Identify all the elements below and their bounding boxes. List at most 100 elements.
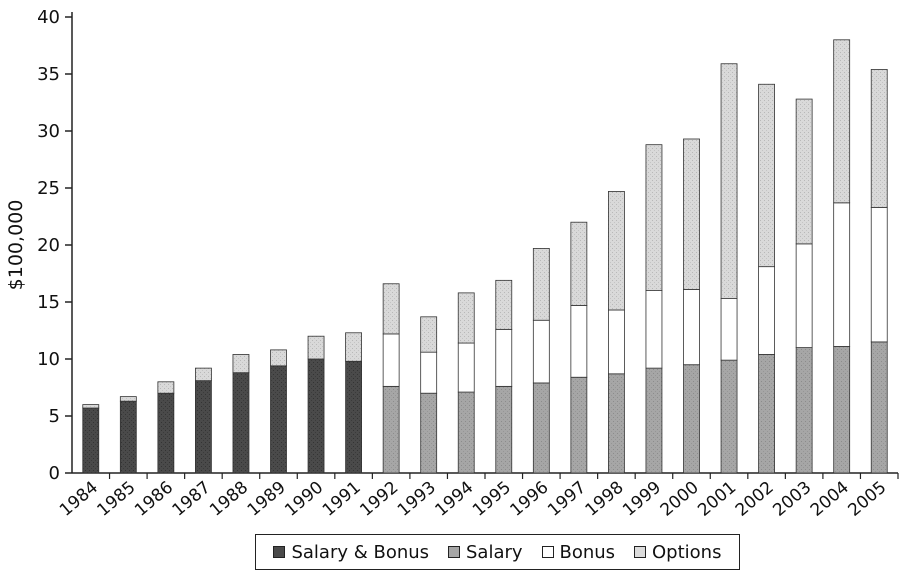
bar-segment: [232, 372, 250, 474]
x-tick-label: 2003: [769, 478, 815, 521]
bar-segment: [82, 407, 100, 474]
bar-segment: [307, 335, 325, 360]
legend-swatch: [634, 546, 647, 558]
x-axis: 1984198519861987198819891990199119921993…: [56, 472, 899, 521]
bar-segment: [532, 248, 550, 321]
bar-segment: [345, 332, 362, 362]
bar-segment: [532, 319, 550, 384]
y-tick-label: 30: [37, 121, 60, 142]
bar-segment: [495, 385, 513, 474]
y-tick-label: 0: [49, 463, 60, 484]
legend-item: Salary: [448, 542, 523, 563]
legend-label: Bonus: [559, 541, 616, 563]
y-tick-label: 35: [37, 64, 60, 85]
bar-segment: [870, 69, 888, 208]
bar-segment: [270, 349, 287, 367]
x-tick-label: 1993: [394, 478, 440, 521]
bar-segment: [645, 144, 663, 291]
x-tick-label: 1997: [544, 478, 590, 521]
bar-segment: [608, 191, 625, 311]
bar-segment: [683, 138, 700, 290]
bar-segment: [157, 381, 175, 394]
x-tick-label: 2000: [657, 478, 703, 521]
bar-segment: [608, 373, 625, 474]
bar-segment: [82, 404, 100, 409]
bar-segment: [608, 309, 625, 375]
y-axis-label: $100,000: [5, 200, 27, 291]
y-tick-label: 40: [37, 7, 60, 28]
y-tick-label: 20: [37, 235, 60, 256]
bar-segment: [345, 360, 362, 474]
legend-item: Salary & Bonus: [273, 542, 429, 563]
legend-label: Salary & Bonus: [291, 541, 430, 563]
x-tick-label: 1999: [619, 478, 665, 521]
x-tick-label: 1986: [131, 478, 177, 521]
bar-segment: [758, 354, 775, 474]
bar-segment: [270, 365, 287, 474]
x-tick-label: 2001: [694, 478, 740, 521]
bar-segment: [570, 221, 588, 306]
bar-segment: [495, 328, 513, 387]
bars: [82, 39, 888, 474]
legend-swatch: [448, 546, 460, 558]
x-tick-label: 1998: [582, 478, 628, 521]
bar-segment: [870, 206, 888, 343]
bar-segment: [683, 364, 700, 474]
bar-segment: [532, 382, 550, 474]
legend-item: Bonus: [541, 541, 616, 563]
bar-segment: [683, 289, 700, 366]
y-tick-label: 25: [37, 178, 60, 199]
bar-segment: [457, 292, 475, 344]
legend-label: Options: [652, 541, 722, 563]
x-tick-label: 1996: [507, 478, 553, 521]
y-axis: 0 5 10 15 20 25 30 35 40: [37, 7, 73, 484]
bar-segment: [457, 342, 475, 393]
x-tick-label: 1990: [281, 478, 327, 521]
bar-segment: [420, 351, 438, 394]
bar-segment: [382, 283, 400, 335]
bar-segment: [420, 316, 438, 353]
x-tick-label: 1987: [169, 478, 215, 521]
bar-segment: [307, 358, 325, 474]
x-tick-label: 1989: [244, 478, 290, 521]
bar-segment: [570, 305, 588, 378]
bar-segment: [645, 290, 663, 369]
bar-segment: [795, 347, 813, 474]
x-tick-label: 1994: [431, 478, 477, 521]
bar-segment: [495, 279, 513, 330]
legend: Salary & Bonus Salary Bonus Options: [255, 534, 740, 570]
bar-segment: [645, 367, 663, 474]
bar-segment: [720, 359, 738, 474]
x-tick-label: 1988: [206, 478, 252, 521]
y-tick-label: 5: [49, 406, 60, 427]
x-tick-label: 1995: [469, 478, 515, 521]
bar-segment: [758, 266, 775, 355]
legend-item: Options: [634, 542, 721, 563]
bar-segment: [195, 380, 212, 474]
y-tick-label: 15: [37, 292, 60, 313]
bar-segment: [232, 354, 250, 374]
bar-segment: [833, 346, 851, 474]
x-tick-label: 2005: [844, 478, 890, 521]
bar-segment: [833, 39, 851, 204]
bar-segment: [119, 396, 137, 402]
bar-segment: [795, 243, 813, 348]
bar-segment: [420, 392, 438, 474]
x-tick-label: 1985: [94, 478, 140, 521]
bar-segment: [195, 367, 212, 382]
legend-swatch: [273, 546, 286, 558]
x-tick-label: 1984: [56, 478, 102, 521]
bar-segment: [870, 341, 888, 474]
bar-segment: [157, 392, 175, 474]
bar-segment: [570, 376, 588, 474]
bar-segment: [720, 63, 738, 299]
x-tick-label: 2002: [732, 478, 778, 521]
bar-segment: [833, 202, 851, 347]
x-tick-label: 1991: [319, 478, 365, 521]
x-tick-label: 2004: [807, 478, 853, 521]
bar-segment: [795, 98, 813, 245]
bar-segment: [382, 385, 400, 474]
bar-segment: [720, 298, 738, 361]
bar-segment: [119, 400, 137, 474]
y-tick-label: 10: [37, 349, 60, 370]
